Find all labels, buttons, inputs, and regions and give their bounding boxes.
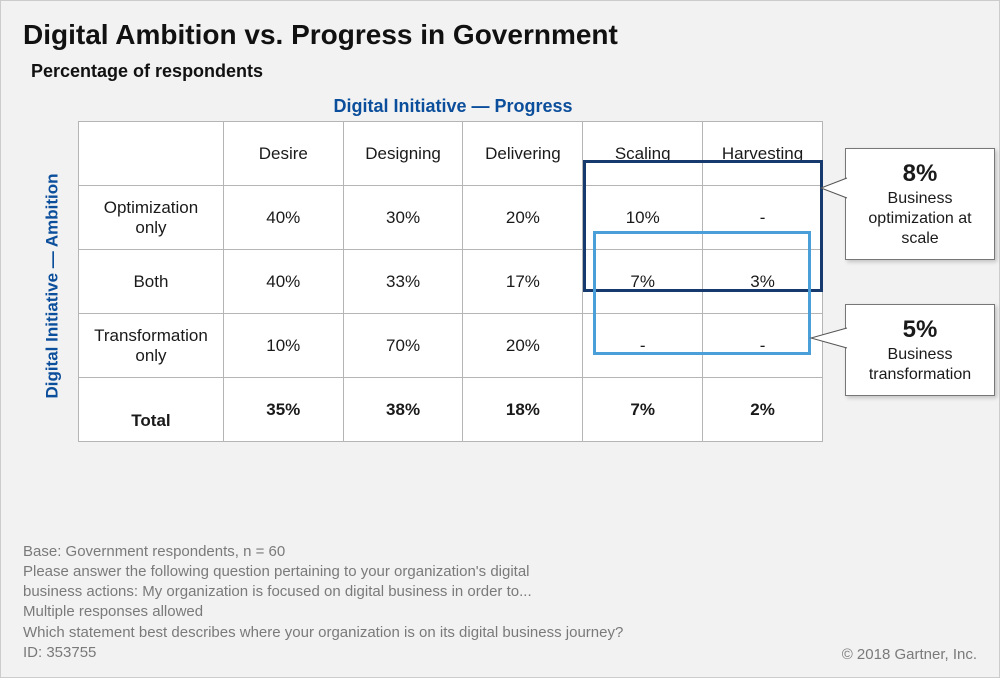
page: Digital Ambition vs. Progress in Governm… [0,0,1000,678]
total-cell: 18% [463,378,583,442]
callout-optimization: 8% Business optimization at scale [845,148,995,260]
cell: 40% [223,250,343,314]
footnote-line: Base: Government respondents, n = 60 [23,543,285,560]
total-cell: 35% [223,378,343,442]
cell: 3% [703,250,823,314]
copyright: © 2018 Gartner, Inc. [842,646,977,663]
cell: 10% [223,314,343,378]
side-axis-text: Digital Initiative — Ambition [43,173,63,398]
row-optimization: Optimization only [79,186,224,250]
total-cell: 2% [703,378,823,442]
callout-value: 8% [860,159,980,189]
cell: 17% [463,250,583,314]
cell: 33% [343,250,463,314]
cell: - [703,186,823,250]
table-row: Both 40% 33% 17% 7% 3% [79,250,823,314]
cell: 20% [463,186,583,250]
footnote-line: ID: 353755 [23,644,96,661]
cell: 7% [583,250,703,314]
cell: 10% [583,186,703,250]
col-designing: Designing [343,122,463,186]
total-cell: 38% [343,378,463,442]
row-transformation: Transformation only [79,314,224,378]
col-delivering: Delivering [463,122,583,186]
table-corner [79,122,224,186]
col-scaling: Scaling [583,122,703,186]
total-cell: 7% [583,378,703,442]
table-row: Optimization only 40% 30% 20% 10% - [79,186,823,250]
col-desire: Desire [223,122,343,186]
data-table: Desire Designing Delivering Scaling Harv… [78,121,823,442]
callout-transformation: 5% Business transformation [845,304,995,396]
callout-text: Business transformation [869,346,971,383]
footnote-line: Multiple responses allowed [23,603,203,620]
table-row: Transformation only 10% 70% 20% - - [79,314,823,378]
side-axis-label: Digital Initiative — Ambition [33,156,73,416]
cell: - [583,314,703,378]
footnotes: Base: Government respondents, n = 60 Ple… [23,542,623,664]
cell: 20% [463,314,583,378]
table-row-total: Total 35% 38% 18% 7% 2% [79,378,823,442]
footnote-line: Which statement best describes where you… [23,624,623,641]
cell: 30% [343,186,463,250]
page-subtitle: Percentage of respondents [31,61,977,82]
footnote-line: Please answer the following question per… [23,563,530,580]
cell: 40% [223,186,343,250]
row-total-label: Total [79,378,224,442]
page-title: Digital Ambition vs. Progress in Governm… [23,19,977,51]
cell: 70% [343,314,463,378]
cell: - [703,314,823,378]
callout-text: Business optimization at scale [868,190,971,247]
col-harvesting: Harvesting [703,122,823,186]
top-axis-label: Digital Initiative — Progress [83,96,823,117]
row-both: Both [79,250,224,314]
footnote-line: business actions: My organization is foc… [23,583,532,600]
graphic-area: Digital Initiative — Progress Digital In… [23,96,977,442]
callout-value: 5% [860,315,980,345]
